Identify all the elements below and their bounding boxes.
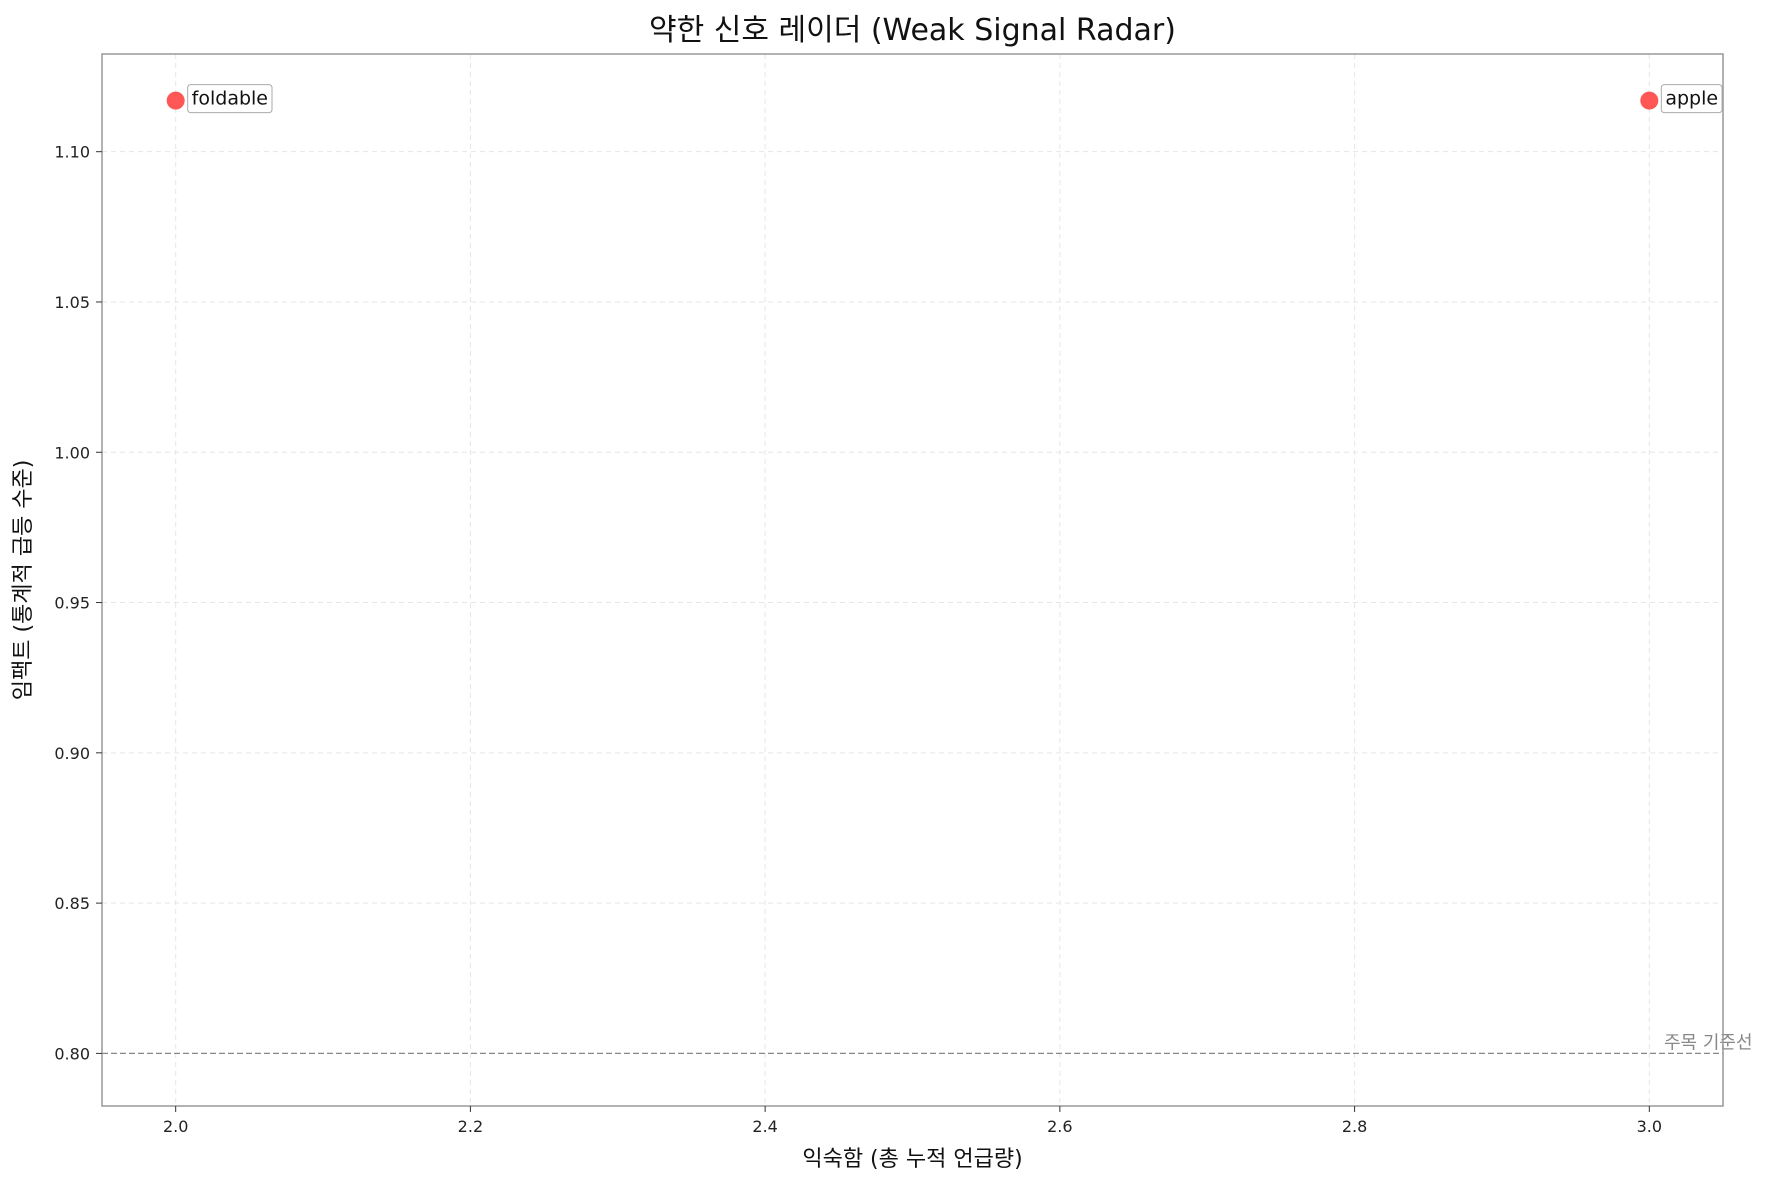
y-axis-title: 임팩트 (통계적 급등 수준) [11,460,36,701]
x-tick-label: 2.0 [163,1117,188,1136]
x-tick-label: 2.8 [1342,1117,1367,1136]
y-tick-label: 1.00 [54,443,90,462]
y-ticks: 0.80 0.85 0.90 0.95 1.00 1.05 1.10 [54,143,102,1063]
chart-title: 약한 신호 레이더 (Weak Signal Radar) [649,13,1176,48]
y-tick-label: 0.95 [54,594,90,613]
x-axis-title: 익숙함 (총 누적 언급량) [802,1147,1022,1172]
reference-line-layer: 주목 기준선 [102,1032,1753,1055]
x-tick-label: 2.6 [1047,1117,1072,1136]
point-label-apple: apple [1660,84,1723,114]
y-tick-label: 0.85 [54,894,90,913]
point-label-box [187,84,273,114]
x-tick-label: 2.4 [752,1117,777,1136]
point-label-text: apple [1665,88,1718,110]
data-points: foldable apple [166,84,1723,114]
data-point-apple [1640,91,1659,110]
x-tick-label: 2.2 [458,1117,483,1136]
point-label-box [1660,84,1723,114]
y-tick-label: 0.90 [54,744,90,763]
data-point-foldable [166,91,185,110]
reference-line-label: 주목 기준선 [1664,1032,1753,1053]
point-label-text: foldable [192,88,268,110]
x-ticks: 2.0 2.2 2.4 2.6 2.8 3.0 [163,1106,1662,1136]
y-tick-label: 1.10 [54,143,90,162]
point-label-foldable: foldable [187,84,273,114]
y-tick-label: 1.05 [54,293,90,312]
x-tick-label: 3.0 [1637,1117,1662,1136]
y-tick-label: 0.80 [54,1044,90,1063]
plot-frame [101,53,1724,1107]
grid-layer [102,54,1723,1106]
